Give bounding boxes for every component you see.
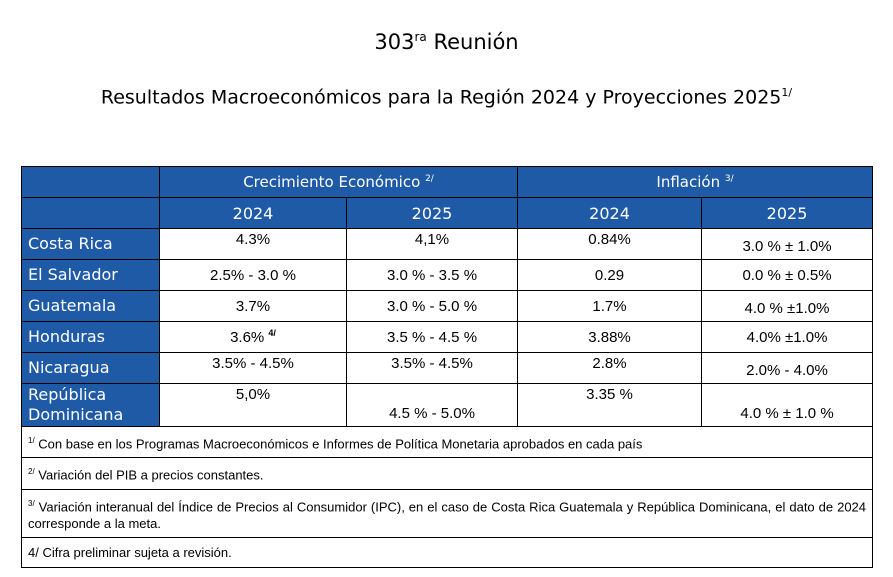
- footnote-row: 3/ Variación interanual del Índice de Pr…: [20, 488, 874, 538]
- inflation-2025-cell: 4.0 % ± 1.0 %: [701, 383, 874, 427]
- country-cell: República Dominicana: [21, 383, 160, 427]
- growth-2025-cell: 3.0 % - 5.0 %: [345, 290, 519, 322]
- table-row: Costa Rica 4.3% 4,1% 0.84% 3.0 % ± 1.0%: [21, 228, 874, 260]
- growth-2024-cell: 2.5% - 3.0 %: [159, 259, 347, 291]
- growth-2025-cell: 4,1%: [345, 228, 519, 260]
- document-subtitle: Resultados Macroeconómicos para la Regió…: [100, 86, 793, 109]
- footnote-row: 4/ Cifra preliminar sujeta a revisión.: [20, 536, 874, 568]
- inflation-2025-cell: 4.0% ±1.0%: [701, 321, 874, 353]
- country-cell: Costa Rica: [21, 228, 160, 260]
- inflation-group-header: Inflación 3/: [517, 166, 874, 198]
- inflation-2025-cell: 3.0 % ± 1.0%: [701, 228, 874, 260]
- table-row: Nicaragua 3.5% - 4.5% 3.5% - 4.5% 2.8% 2…: [21, 352, 874, 384]
- footnote-marker: 4/: [268, 328, 276, 338]
- inflation-2024-cell: 1.7%: [517, 290, 703, 322]
- country-cell: Guatemala: [21, 290, 160, 322]
- inflation-2024-cell: 0.29: [517, 259, 703, 291]
- table-row: Honduras 3.6% 4/ 3.5 % - 4.5 % 3.88% 4.0…: [21, 321, 874, 353]
- growth-group-header: Crecimiento Económico 2/: [158, 166, 519, 198]
- year-header: 2024: [517, 197, 703, 229]
- document-title: 303ra Reunión: [374, 30, 519, 54]
- year-header: 2025: [345, 197, 519, 229]
- growth-2025-cell: 3.5 % - 4.5 %: [345, 321, 519, 353]
- footnote: 4/ Cifra preliminar sujeta a revisión.: [20, 536, 874, 568]
- year-header: 2025: [701, 197, 874, 229]
- growth-2025-cell: 3.5% - 4.5%: [345, 352, 519, 384]
- inflation-2025-cell: 0.0 % ± 0.5%: [701, 259, 874, 291]
- growth-2024-cell: 4.3%: [159, 228, 347, 260]
- growth-2024-cell: 5,0%: [159, 383, 347, 427]
- footnote-row: 1/ Con base en los Programas Macroeconóm…: [20, 425, 874, 459]
- inflation-2024-cell: 3.88%: [517, 321, 703, 353]
- growth-2024-cell: 3.5% - 4.5%: [159, 352, 347, 384]
- inflation-2024-cell: 0.84%: [517, 228, 703, 260]
- macro-results-table: Crecimiento Económico 2/ Inflación 3/ 20…: [20, 166, 874, 568]
- growth-2025-cell: 4.5 % - 5.0%: [345, 383, 519, 427]
- table-row: El Salvador 2.5% - 3.0 % 3.0 % - 3.5 % 0…: [21, 259, 874, 291]
- footnote-row: 2/ Variación del PIB a precios constante…: [20, 457, 874, 490]
- growth-2024-cell: 3.6% 4/: [159, 321, 347, 353]
- inflation-2025-cell: 4.0 % ±1.0%: [701, 290, 874, 322]
- inflation-2024-cell: 3.35 %: [517, 383, 703, 427]
- country-cell: Honduras: [21, 321, 160, 353]
- year-header: 2024: [159, 197, 347, 229]
- table-row: República Dominicana 5,0% 4.5 % - 5.0% 3.…: [21, 383, 874, 427]
- country-cell: El Salvador: [21, 259, 160, 291]
- inflation-2025-cell: 2.0% - 4.0%: [701, 352, 874, 384]
- country-cell: Nicaragua: [21, 352, 160, 384]
- table-row: Guatemala 3.7% 3.0 % - 5.0 % 1.7% 4.0 % …: [21, 290, 874, 322]
- footnote: 2/ Variación del PIB a precios constante…: [20, 457, 874, 490]
- header-corner: [21, 166, 160, 198]
- inflation-2024-cell: 2.8%: [517, 352, 703, 384]
- year-header-row: 2024 2025 2024 2025: [21, 197, 874, 229]
- growth-2025-cell: 3.0 % - 3.5 %: [345, 259, 519, 291]
- header-corner-2: [21, 197, 160, 229]
- footnote: 3/ Variación interanual del Índice de Pr…: [20, 488, 874, 538]
- group-header-row: Crecimiento Económico 2/ Inflación 3/: [21, 166, 874, 198]
- growth-2024-cell: 3.7%: [159, 290, 347, 322]
- footnote: 1/ Con base en los Programas Macroeconóm…: [20, 425, 874, 459]
